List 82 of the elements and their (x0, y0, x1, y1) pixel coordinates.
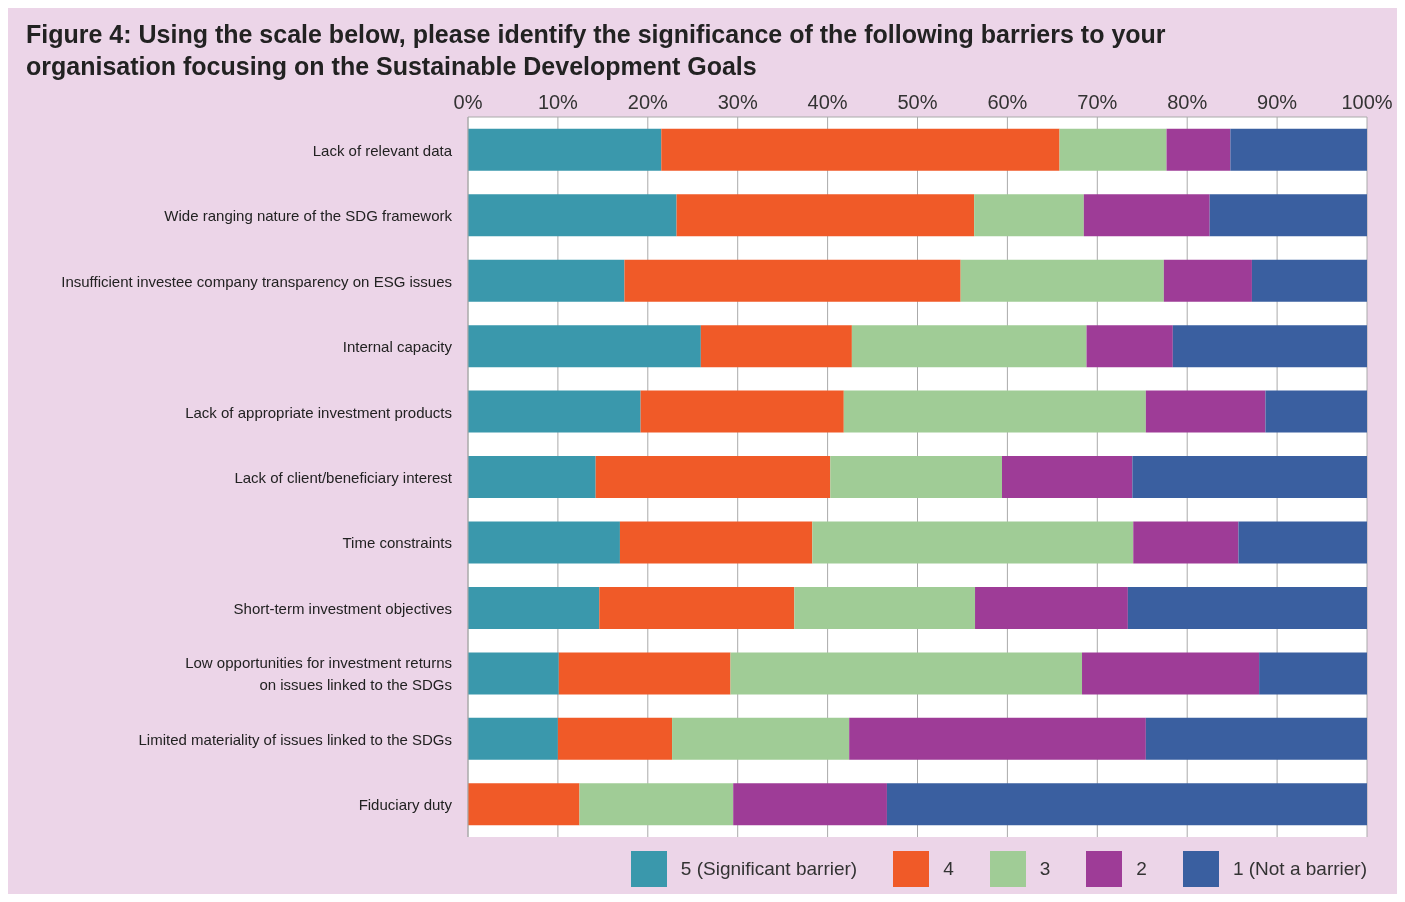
x-tick-label: 10% (537, 91, 579, 113)
legend-label: 5 (Significant barrier) (680, 858, 858, 880)
bar (676, 194, 975, 237)
bar (886, 783, 1367, 826)
legend-label: 1 (Not a barrier) (1232, 858, 1367, 880)
bar (700, 325, 852, 368)
y-tick-label: Lack of appropriate investment products (185, 403, 452, 421)
y-tick-label: Short-term investment objectives (233, 599, 452, 617)
bar (468, 652, 559, 695)
bar (1132, 456, 1367, 499)
bar (640, 390, 844, 433)
bar (595, 456, 831, 499)
bar (1259, 652, 1367, 695)
legend-label: 2 (1136, 858, 1147, 880)
bar (661, 128, 1060, 171)
bar (558, 652, 731, 695)
bar (812, 521, 1134, 564)
chart-title: Figure 4: Using the scale below, please identify the significance of the following barriers to your organisation focusing on the Sustainable Development Goals (25, 19, 1167, 82)
x-tick-label: 60% (987, 91, 1028, 113)
bar (843, 390, 1146, 433)
bar (974, 194, 1084, 237)
bar (468, 456, 596, 499)
x-tick-label: 50% (897, 91, 938, 113)
bar (468, 128, 662, 171)
bar (730, 652, 1083, 695)
legend-label: 3 (1039, 858, 1051, 880)
bar (468, 194, 677, 237)
y-tick-label: Lack of relevant data (312, 141, 453, 159)
bar (1163, 259, 1252, 302)
bar (733, 783, 887, 826)
bar (1002, 456, 1133, 499)
y-tick-label: Low opportunities for investment returns on issues linked to the SDGs (185, 654, 452, 694)
x-tick-label: 40% (807, 91, 848, 113)
bar (557, 717, 673, 760)
y-tick-label: Internal capacity (342, 338, 453, 356)
bar (794, 586, 976, 629)
y-tick-label: Fiduciary duty (358, 796, 453, 814)
bar (1172, 325, 1367, 368)
bar (1251, 259, 1367, 302)
y-tick-label: Wide ranging nature of the SDG framework (164, 207, 453, 225)
x-tick-label: 90% (1257, 91, 1298, 113)
bar (1086, 325, 1173, 368)
bar (1082, 652, 1260, 695)
bar (1238, 521, 1367, 564)
bar (1265, 390, 1367, 433)
bar (1133, 521, 1239, 564)
x-tick-label: 100% (1341, 91, 1393, 113)
bar (468, 586, 600, 629)
bar (468, 783, 580, 826)
bar (1127, 586, 1367, 629)
bar (830, 456, 1003, 499)
y-tick-label: Time constraints (342, 534, 452, 552)
legend-label: 4 (943, 858, 954, 880)
bar (849, 717, 1146, 760)
x-tick-label: 80% (1167, 91, 1208, 113)
bar (1166, 128, 1231, 171)
bar (1209, 194, 1367, 237)
y-tick-label: Lack of client/beneficiary interest (234, 469, 453, 486)
x-tick-label: 20% (627, 91, 669, 113)
x-tick-label: 70% (1077, 91, 1118, 113)
bar (1059, 128, 1167, 171)
bar (468, 717, 558, 760)
bar (468, 521, 620, 564)
bar (851, 325, 1087, 368)
bar (468, 259, 625, 302)
bar (1145, 717, 1367, 760)
bar (960, 259, 1164, 302)
bar (599, 586, 795, 629)
x-tick-label: 0% (453, 91, 483, 113)
bar (672, 717, 850, 760)
bar (1230, 128, 1367, 171)
bar (1145, 390, 1266, 433)
x-tick-label: 30% (717, 91, 758, 113)
bar (624, 259, 961, 302)
bar (579, 783, 734, 826)
bar (468, 390, 641, 433)
y-tick-label: Insufficient investee company transparency on ESG issues (61, 272, 452, 290)
y-tick-label: Limited materiality of issues linked to the SDGs (138, 730, 452, 748)
bar (468, 325, 701, 368)
bar (619, 521, 813, 564)
bar (1083, 194, 1210, 237)
bar (975, 586, 1128, 629)
